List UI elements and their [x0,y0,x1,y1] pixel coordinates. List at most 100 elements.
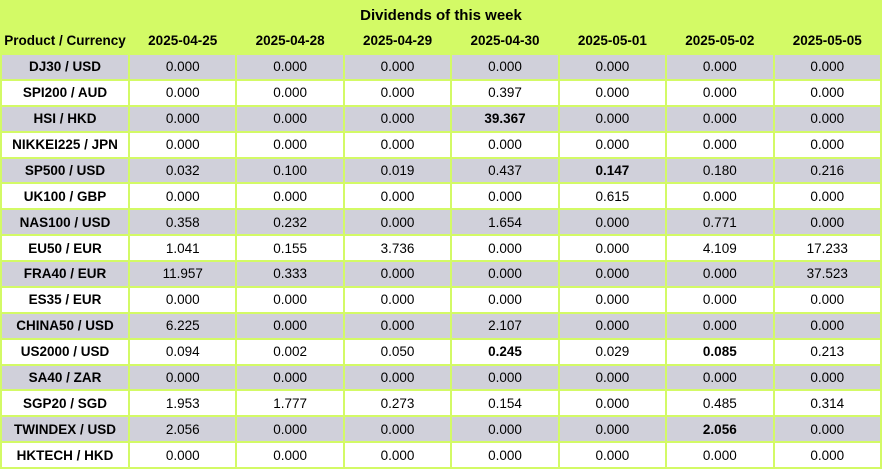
value-cell: 0.771 [665,208,775,237]
value-cell: 2.056 [665,415,775,444]
table-row: NIKKEI225 / JPN 0.000 0.000 0.000 0.000 0.000… [0,130,882,159]
value-cell: 0.000 [235,363,345,392]
product-cell: UK100 / GBP [0,182,130,211]
table-row: UK100 / GBP 0.000 0.000 0.000 0.000 0.615 0.00… [0,182,882,211]
product-cell: TWINDEX / USD [0,415,130,444]
value-cell: 1.953 [127,389,238,418]
value-cell: 0.000 [127,78,238,107]
value-cell: 0.000 [772,363,882,392]
value-cell: 0.000 [557,78,668,107]
product-cell: SP500 / USD [0,156,130,185]
value-cell: 0.000 [450,363,560,392]
value-cell: 0.000 [557,441,668,469]
table-row: SGP20 / SGD 1.953 1.777 0.273 0.154 0.000 0.48… [0,389,882,418]
value-cell: 1.777 [235,389,345,418]
value-cell: 0.615 [557,182,668,211]
value-cell: 0.000 [342,415,453,444]
product-cell: DJ30 / USD [0,53,130,81]
table-row: HSI / HKD 0.000 0.000 0.000 39.367 0.000 0.000… [0,104,882,133]
table-row: SPI200 / AUD 0.000 0.000 0.000 0.397 0.000 0.0… [0,78,882,107]
value-cell: 0.000 [557,311,668,340]
value-cell: 0.154 [450,389,560,418]
value-cell: 0.000 [665,285,775,314]
value-cell: 0.000 [772,285,882,314]
product-cell: SGP20 / SGD [0,389,130,418]
value-cell: 0.000 [450,260,560,288]
value-cell: 0.000 [772,53,882,81]
value-cell: 0.358 [127,208,238,237]
product-cell: ES35 / EUR [0,285,130,314]
value-cell: 0.000 [772,182,882,211]
value-cell: 0.245 [450,337,560,366]
product-cell: EU50 / EUR [0,234,130,262]
column-header-date: 2025-05-02 [665,28,775,55]
value-cell: 6.225 [127,311,238,340]
table-row: US2000 / USD 0.094 0.002 0.050 0.245 0.029 0.0… [0,337,882,366]
value-cell: 0.000 [127,285,238,314]
value-cell: 0.216 [772,156,882,185]
table-row: NAS100 / USD 0.358 0.232 0.000 1.654 0.000 0.7… [0,208,882,237]
value-cell: 0.000 [342,285,453,314]
value-cell: 0.273 [342,389,453,418]
value-cell: 0.000 [235,182,345,211]
value-cell: 0.000 [557,130,668,159]
product-cell: FRA40 / EUR [0,260,130,288]
product-cell: SPI200 / AUD [0,78,130,107]
value-cell: 1.654 [450,208,560,237]
value-cell: 0.000 [665,130,775,159]
value-cell: 37.523 [772,260,882,288]
value-cell: 39.367 [450,104,560,133]
value-cell: 0.000 [557,260,668,288]
value-cell: 0.397 [450,78,560,107]
table-row: SA40 / ZAR 0.000 0.000 0.000 0.000 0.000 0.000… [0,363,882,392]
value-cell: 0.000 [342,53,453,81]
value-cell: 0.000 [342,363,453,392]
value-cell: 0.000 [557,53,668,81]
column-header-date: 2025-04-29 [342,28,453,55]
value-cell: 0.000 [342,311,453,340]
value-cell: 0.000 [235,311,345,340]
value-cell: 0.000 [235,104,345,133]
value-cell: 0.000 [665,182,775,211]
product-cell: US2000 / USD [0,337,130,366]
value-cell: 0.000 [772,415,882,444]
value-cell: 0.000 [342,78,453,107]
product-cell: HKTECH / HKD [0,441,130,469]
value-cell: 0.002 [235,337,345,366]
value-cell: 0.213 [772,337,882,366]
column-header-product: Product / Currency [0,28,130,55]
product-cell: SA40 / ZAR [0,363,130,392]
product-cell: CHINA50 / USD [0,311,130,340]
value-cell: 0.000 [235,53,345,81]
value-cell: 0.085 [665,337,775,366]
value-cell: 0.000 [127,441,238,469]
value-cell: 0.000 [450,130,560,159]
value-cell: 11.957 [127,260,238,288]
value-cell: 0.485 [665,389,775,418]
page-title: Dividends of this week [0,0,882,28]
column-header-date: 2025-04-28 [235,28,345,55]
value-cell: 0.000 [235,285,345,314]
value-cell: 4.109 [665,234,775,262]
value-cell: 0.000 [342,104,453,133]
table-row: ES35 / EUR 0.000 0.000 0.000 0.000 0.000 0.000… [0,285,882,314]
value-cell: 0.000 [772,130,882,159]
value-cell: 0.000 [665,78,775,107]
value-cell: 3.736 [342,234,453,262]
value-cell: 0.333 [235,260,345,288]
column-header-date: 2025-05-05 [772,28,882,55]
value-cell: 0.000 [557,208,668,237]
value-cell: 0.000 [772,208,882,237]
value-cell: 0.000 [665,363,775,392]
value-cell: 0.000 [342,260,453,288]
value-cell: 0.000 [557,363,668,392]
value-cell: 0.000 [450,285,560,314]
value-cell: 0.000 [665,104,775,133]
value-cell: 0.000 [127,130,238,159]
value-cell: 0.000 [557,234,668,262]
value-cell: 0.314 [772,389,882,418]
table-row: EU50 / EUR 1.041 0.155 3.736 0.000 0.000 4.109… [0,234,882,262]
value-cell: 0.000 [342,182,453,211]
value-cell: 0.000 [127,53,238,81]
value-cell: 2.107 [450,311,560,340]
